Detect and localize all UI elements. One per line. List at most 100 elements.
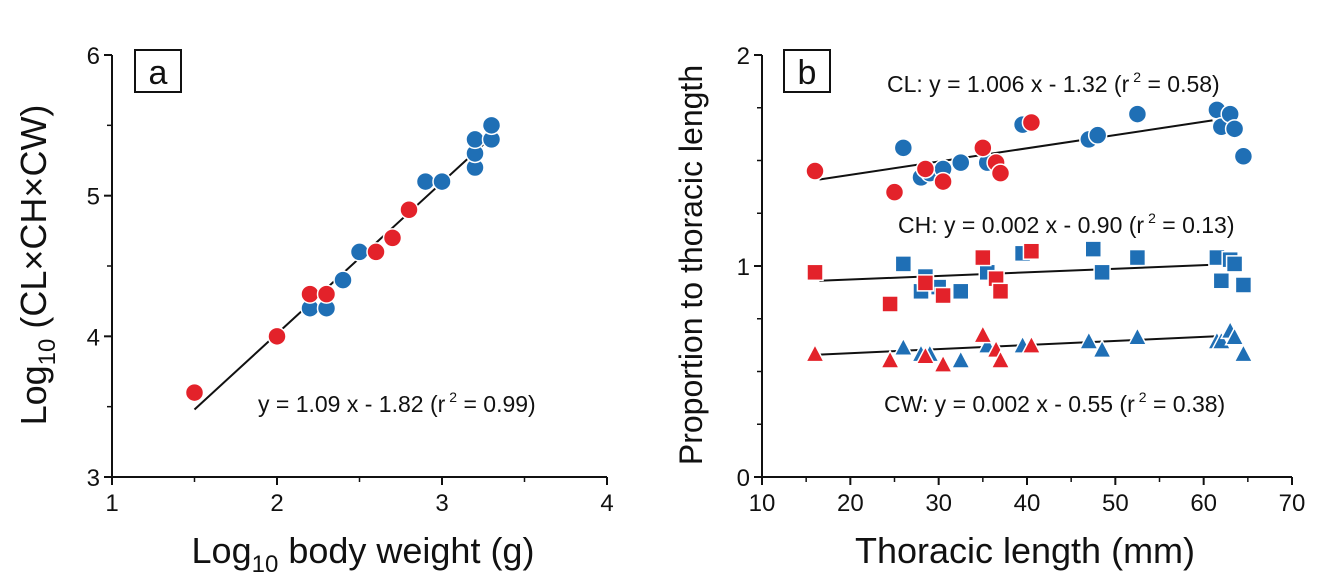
- panel-b-point-triangle: [1021, 334, 1042, 354]
- panel-b-point-square: [1234, 276, 1253, 294]
- panel-a-point: [399, 199, 419, 220]
- panel-b-x-tick-label: 60: [1190, 490, 1217, 517]
- panel-b-point-circle: [893, 138, 914, 158]
- panel-a-y-axis-prefix: Log: [13, 365, 54, 425]
- panel-b-equation-ch: CH: y = 0.002 x - 0.90 (r 2 = 0.13): [898, 210, 1235, 238]
- panel-b-equation-cl-sup: 2: [1133, 69, 1141, 85]
- panel-b-equation-cw-sup: 2: [1139, 389, 1147, 405]
- panel-b-point-circle: [1087, 125, 1108, 145]
- panel-a-equation-end: = 0.99): [457, 391, 536, 417]
- panel-a-y-axis-title: Log10 (CL×CH×CW): [13, 105, 61, 426]
- panel-b-point-square: [1225, 255, 1244, 273]
- panel-b-point-triangle: [1224, 326, 1245, 346]
- panel-b-x-tick-label: 20: [837, 490, 864, 517]
- panel-b-equation-ch-end: = 0.13): [1156, 212, 1235, 238]
- panel-b-point-square: [974, 248, 992, 267]
- panel-b-x-tick-label: 30: [925, 490, 952, 517]
- panel-a-x-tick-label: 2: [270, 490, 283, 517]
- panel-b-point-square: [1022, 242, 1041, 260]
- panel-b-point-square: [894, 255, 913, 273]
- panel-a-x-axis-prefix: Log: [192, 530, 252, 571]
- panel-b-point-square: [952, 282, 970, 301]
- panel-a-point: [432, 171, 452, 192]
- panel-b-point-circle: [1127, 104, 1148, 124]
- panel-b-ticks: 10 20 30 40 50 60 70 0 1 2: [737, 43, 1306, 517]
- panel-a-equation: y = 1.09 x - 1.82 (r 2 = 0.99): [258, 389, 536, 417]
- panel-b-point-circle: [915, 159, 936, 179]
- panel-b-point-circle: [990, 163, 1011, 183]
- panel-a-equation-sup: 2: [449, 389, 457, 405]
- panel-b-point-circle: [805, 161, 825, 181]
- panel-a-x-axis-text: body weight (g): [288, 530, 534, 571]
- panel-b-point-circle: [1233, 146, 1254, 167]
- panel-b-point-circle: [884, 182, 905, 202]
- panel-a-point: [366, 242, 386, 262]
- panel-b-point-square: [934, 286, 952, 305]
- panel-a-point: [333, 270, 353, 290]
- panel-b-fit-line-circle: [819, 119, 1213, 181]
- panel-b-point-square: [1128, 248, 1147, 267]
- panel-b-fit-line-square: [819, 262, 1235, 282]
- panel-a-x-axis-sub: 10: [252, 551, 279, 576]
- panel-a-point: [415, 171, 436, 192]
- panel-a-y-tick-label: 6: [87, 43, 100, 70]
- panel-b-point-square: [881, 295, 899, 313]
- panel-a-y-tick-label: 5: [87, 184, 100, 211]
- panel-b-point-square: [991, 282, 1010, 301]
- panel-b-point-triangle: [804, 343, 826, 363]
- panel-a-y-axis-text: (CL×CH×CW): [13, 105, 54, 329]
- panel-b-point-square: [806, 263, 824, 282]
- panel-b-point-circle: [933, 171, 953, 192]
- panel-a-x-tick-label: 3: [435, 490, 448, 517]
- panel-a-point: [184, 382, 205, 403]
- panel-b-equation-cw-main: CW: y = 0.002 x - 0.55 (r: [884, 391, 1135, 417]
- panel-a-x-axis-title: Log10 body weight (g): [192, 530, 535, 576]
- panel-a-point: [465, 129, 485, 150]
- panel-b-y-tick-label: 0: [737, 465, 750, 492]
- panel-b-point-triangle: [893, 336, 914, 357]
- panel-a-equation-main: y = 1.09 x - 1.82 (r: [258, 391, 446, 417]
- panel-b-point-triangle: [915, 345, 936, 365]
- panel-b-equation-ch-sup: 2: [1148, 210, 1156, 226]
- panel-b-point-triangle: [1078, 330, 1100, 350]
- panel-b-equation-cl-main: CL: y = 1.006 x - 1.32 (r: [887, 71, 1130, 97]
- panel-b-x-axis-title: Thoracic length (mm): [855, 530, 1195, 571]
- panel-b-point-square: [1084, 240, 1102, 258]
- panel-a-label: a: [149, 54, 168, 92]
- panel-b-equation-cl: CL: y = 1.006 x - 1.32 (r 2 = 0.58): [887, 69, 1220, 97]
- panel-a-x-tick-label: 4: [600, 490, 613, 517]
- panel-b-point-triangle: [990, 349, 1011, 369]
- panel-b-label: b: [798, 54, 817, 92]
- panel-b-point-triangle: [950, 349, 971, 369]
- panel-a-y-tick-label: 3: [87, 465, 100, 492]
- panel-b-point-triangle: [1233, 343, 1254, 363]
- panel-b-point-triangle: [932, 353, 954, 373]
- panel-b-equation-cl-end: = 0.58): [1141, 71, 1220, 97]
- panel-a-x-tick-label: 1: [105, 490, 118, 517]
- panel-b-point-circle: [1021, 112, 1042, 133]
- panel-a-point: [300, 284, 320, 304]
- panel-a-point: [267, 326, 287, 347]
- panel-b-equation-cw-end: = 0.38): [1147, 391, 1226, 417]
- panel-b-y-axis-title: Proportion to thoracic length: [673, 65, 709, 465]
- panel-b-y-tick-label: 2: [737, 43, 750, 70]
- panel-b-point-square: [1093, 263, 1111, 282]
- panel-a-point: [349, 242, 370, 262]
- panel-a-points: [184, 115, 502, 403]
- panel-a-label-box: [134, 49, 182, 93]
- panel-b-x-tick-label: 40: [1014, 490, 1041, 517]
- panel-b-point-triangle: [1127, 326, 1148, 346]
- panel-b-point-circle: [951, 152, 971, 173]
- panel-b-x-tick-label: 10: [749, 490, 776, 517]
- panel-b-y-tick-label: 1: [737, 254, 750, 281]
- panel-b-point-triangle: [879, 349, 901, 369]
- panel-b-points: [804, 100, 1254, 373]
- panel-b-point-square: [916, 274, 935, 292]
- panel-b-point-square: [1212, 272, 1231, 290]
- panel-b-chart: b 10 20 30 40 50 60 70 0 1 2 CL: y = 1.006 x - 1.…: [673, 43, 1305, 571]
- panel-b-point-circle: [1224, 119, 1245, 139]
- panel-b-point-triangle: [972, 324, 994, 344]
- panel-b-label-box: [783, 49, 831, 93]
